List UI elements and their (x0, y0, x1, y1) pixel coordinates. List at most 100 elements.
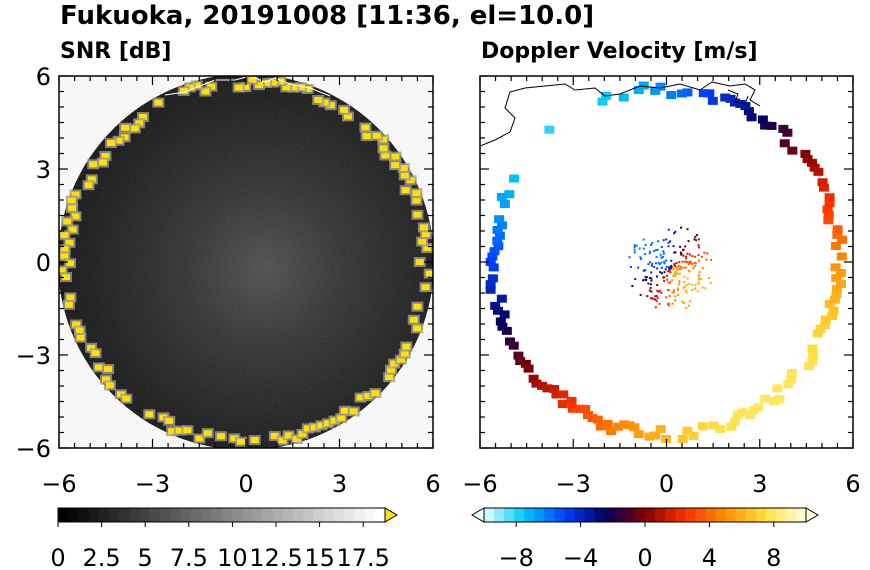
doppler-center-point (667, 270, 670, 273)
doppler-echo-cell (730, 417, 741, 426)
doppler-center-point (678, 279, 681, 282)
snr-echo-cell (317, 422, 326, 429)
snr-echo-cell (314, 96, 323, 103)
x-tick-label: 6 (845, 470, 860, 498)
snr-plot-area (59, 76, 433, 448)
doppler-center-point (679, 265, 682, 268)
doppler-echo-cell (824, 193, 835, 202)
doppler-center-point (667, 302, 670, 305)
doppler-echo-cell (523, 364, 534, 373)
doppler-center-point (642, 247, 645, 250)
doppler-center-point (638, 247, 641, 250)
doppler-center-point (656, 284, 659, 287)
x-tick-label: −3 (556, 470, 591, 498)
doppler-center-point (644, 269, 647, 272)
snr-echo-cell (423, 245, 432, 252)
doppler-echo-cell (505, 337, 516, 346)
doppler-echo-cell (574, 404, 585, 413)
snr-echo-cell (412, 197, 421, 204)
snr-echo-cell (165, 417, 174, 424)
doppler-center-point (680, 226, 683, 229)
snr-panel: −6 −3 0 3 6 6 3 0 −3 −6 (16, 63, 441, 498)
snr-coastline (164, 76, 331, 97)
doppler-center-point (665, 238, 668, 241)
snr-echo-cell (379, 136, 388, 143)
snr-echo-cell (298, 430, 307, 437)
doppler-center-point (644, 275, 647, 278)
doppler-echo-cell (676, 89, 687, 98)
doppler-center-point (697, 238, 700, 241)
doppler-center-point (682, 254, 685, 257)
doppler-echo-cell (595, 422, 606, 431)
snr-echo-cell (276, 78, 285, 85)
y-tick-label: −3 (16, 342, 51, 370)
snr-echo-cell (343, 113, 352, 120)
doppler-echo-cell (606, 427, 617, 436)
snr-echo-cell (254, 82, 263, 89)
doppler-center-point (674, 251, 677, 254)
snr-echo-cell (250, 437, 259, 444)
doppler-center-point (662, 255, 665, 258)
doppler-center-point (649, 283, 652, 286)
snr-echo-cell (379, 145, 388, 152)
doppler-center-point (650, 243, 653, 246)
snr-echo-cell (120, 134, 129, 141)
doppler-center-point (637, 266, 640, 269)
doppler-echo-cell (835, 280, 846, 289)
doppler-echo-cell (783, 380, 794, 389)
doppler-center-point (650, 290, 653, 293)
snr-echo-cell (412, 190, 421, 197)
snr-echo-cell (421, 284, 430, 291)
snr-echo-cell (102, 376, 111, 383)
doppler-echo-cell (757, 115, 768, 124)
snr-echo-cell (65, 239, 74, 246)
snr-echo-cell (349, 408, 358, 415)
doppler-center-point (677, 294, 680, 297)
doppler-echo-cell (515, 357, 526, 366)
doppler-center-point (674, 230, 677, 233)
doppler-center-point (629, 266, 632, 269)
colorbar-segment (58, 508, 69, 522)
doppler-center-point (642, 238, 645, 241)
doppler-center-point (677, 289, 680, 292)
doppler-echo-cell (496, 192, 507, 201)
snr-echo-cell (303, 85, 312, 92)
doppler-echo-cell (818, 183, 829, 192)
colorbar-segment (68, 508, 79, 522)
doppler-echo-cell (807, 344, 818, 353)
doppler-center-point (667, 281, 670, 284)
doppler-center-point (673, 291, 676, 294)
doppler-echo-cell (778, 124, 789, 133)
doppler-echo-cell (682, 426, 693, 435)
doppler-echo-cell (725, 94, 736, 103)
colorbar-segment (88, 508, 100, 522)
colorbar-segment (149, 508, 161, 522)
doppler-center-point (670, 259, 673, 262)
doppler-center-point (656, 248, 659, 251)
snr-axes: −6 −3 0 3 6 6 3 0 −3 −6 (16, 63, 441, 498)
colorbar-segment (494, 508, 505, 522)
doppler-echo-cell (746, 113, 757, 122)
doppler-center-point (669, 240, 672, 243)
doppler-center-point (680, 252, 683, 255)
doppler-echo-cell (613, 422, 624, 431)
doppler-echo-cell (768, 397, 779, 406)
doppler-echo-cell (666, 90, 677, 99)
doppler-center-point (655, 275, 658, 278)
doppler-center-point (650, 277, 653, 280)
snr-echo-cell (356, 394, 365, 401)
snr-echo-cell (175, 427, 184, 434)
doppler-center-point (662, 250, 665, 253)
doppler-center-point (683, 276, 686, 279)
y-tick-label: −6 (16, 435, 51, 463)
doppler-echo-cell (809, 163, 820, 172)
doppler-center-point (694, 255, 697, 258)
doppler-echo-cell (492, 225, 503, 234)
colorbar-segment (634, 508, 646, 522)
snr-echo-cell (71, 191, 80, 198)
doppler-echo-cell (495, 317, 506, 326)
doppler-center-point (697, 282, 700, 285)
colorbar-segment (484, 508, 495, 522)
snr-echo-cell (364, 393, 373, 400)
doppler-center-point (651, 262, 654, 265)
